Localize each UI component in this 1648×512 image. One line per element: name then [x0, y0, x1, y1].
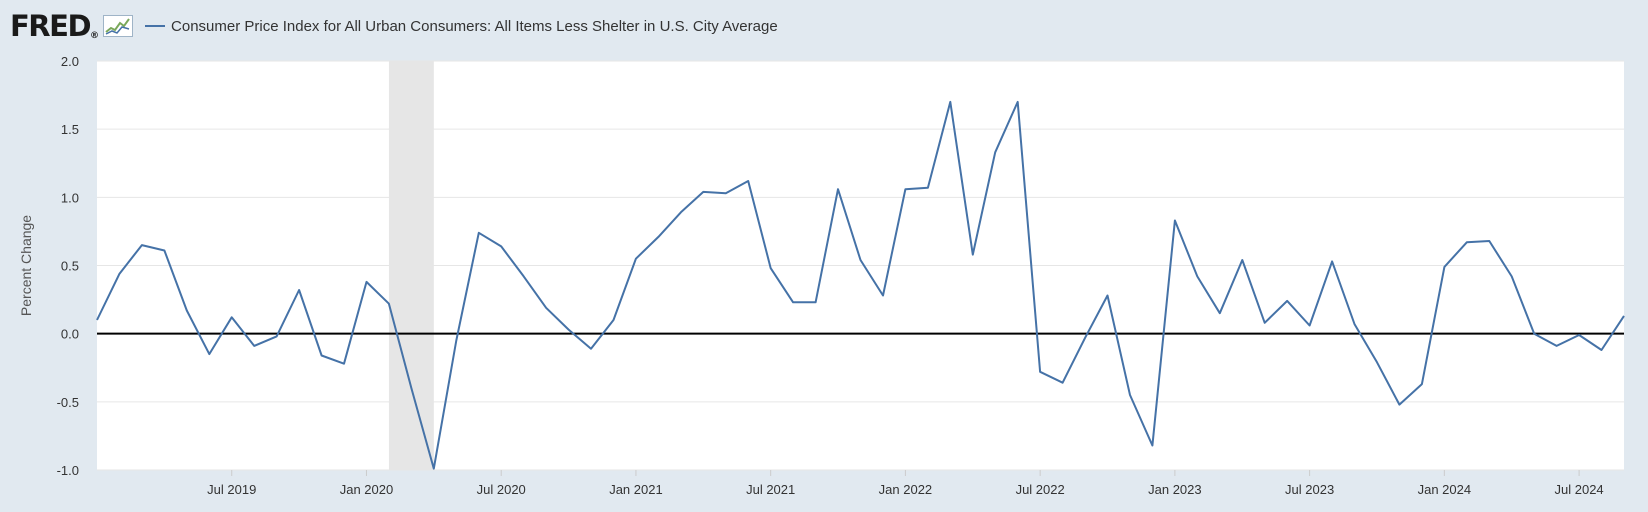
x-tick-label: Jul 2022: [1016, 482, 1065, 497]
recession-shading: [389, 61, 434, 470]
x-tick-label: Jul 2024: [1555, 482, 1604, 497]
x-tick-label: Jan 2024: [1418, 482, 1472, 497]
y-tick-label: 1.0: [61, 190, 79, 205]
x-tick-label: Jul 2023: [1285, 482, 1334, 497]
y-tick-label: -1.0: [57, 463, 79, 478]
x-tick-label: Jul 2020: [477, 482, 526, 497]
x-tick-label: Jan 2021: [609, 482, 663, 497]
y-tick-label: -0.5: [57, 395, 79, 410]
y-tick-label: 1.5: [61, 122, 79, 137]
y-axis-label: Percent Change: [18, 215, 34, 316]
x-tick-label: Jan 2023: [1148, 482, 1202, 497]
x-tick-label: Jul 2019: [207, 482, 256, 497]
y-tick-label: 0.0: [61, 327, 79, 342]
x-tick-label: Jul 2021: [746, 482, 795, 497]
y-tick-label: 0.5: [61, 259, 79, 274]
x-tick-label: Jan 2022: [879, 482, 933, 497]
x-tick-label: Jan 2020: [340, 482, 394, 497]
y-tick-label: 2.0: [61, 54, 79, 69]
line-chart: 2.0 1.5 1.0 0.5 0.0 -0.5 -1.0 Jul 2019 Jan 2020…: [0, 0, 1648, 512]
